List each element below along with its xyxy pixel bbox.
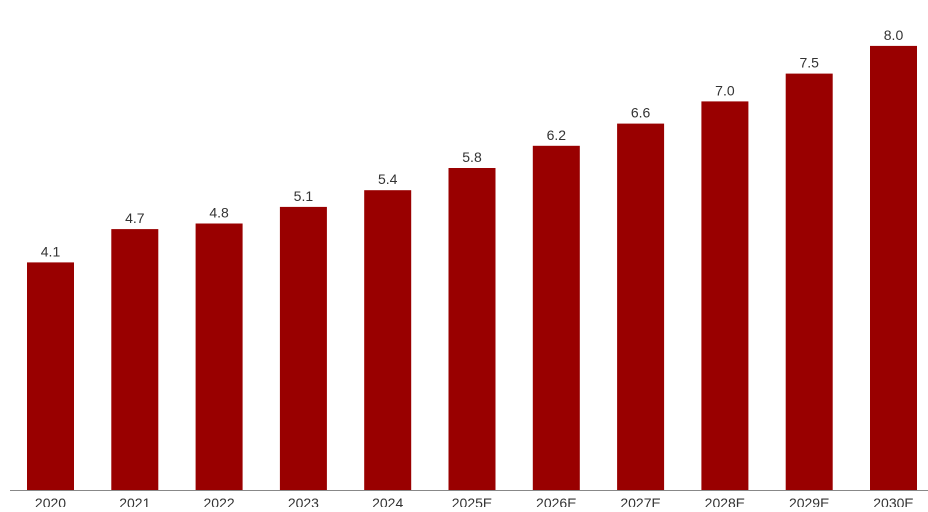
x-tick-label-2030E: 2030E <box>873 495 913 507</box>
bar-2030E <box>870 45 917 491</box>
bar-2026E <box>532 145 580 491</box>
bar-2020 <box>27 262 74 490</box>
bar-2027E <box>617 123 665 490</box>
value-label-2025E: 5.8 <box>462 149 482 165</box>
value-label-2020: 4.1 <box>41 243 61 259</box>
bar-2021 <box>111 229 159 490</box>
x-tick-label-2027E: 2027E <box>620 495 660 507</box>
bar-2025E <box>448 168 496 490</box>
value-label-2021: 4.7 <box>125 210 145 226</box>
bar-2028E <box>701 101 749 491</box>
value-label-2022: 4.8 <box>209 205 229 221</box>
x-tick-label-2024: 2024 <box>372 495 403 507</box>
value-labels-layer: 4.1 4.7 4.8 5.1 5.4 5.8 6.2 6.6 7.0 7.5 8.0 <box>41 27 904 259</box>
x-tick-label-2029E: 2029E <box>789 495 829 507</box>
value-label-2026E: 6.2 <box>547 127 567 143</box>
bars-layer <box>27 45 917 491</box>
x-tick-label-2026E: 2026E <box>536 495 576 507</box>
value-label-2028E: 7.0 <box>715 82 735 98</box>
value-label-2029E: 7.5 <box>799 55 819 71</box>
x-tick-label-2020: 2020 <box>35 495 66 507</box>
x-tick-label-2025E: 2025E <box>452 495 492 507</box>
value-label-2027E: 6.6 <box>631 105 651 121</box>
x-tick-labels: 2020 2021 2022 2023 2024 2025E 2026E 2027E 2028E… <box>35 495 914 511</box>
value-label-2030E: 8.0 <box>884 27 904 43</box>
value-label-2023: 5.1 <box>294 188 314 204</box>
x-tick-label-2028E: 2028E <box>705 495 745 507</box>
bar-2024 <box>364 190 412 490</box>
bar-2022 <box>195 223 243 490</box>
x-tick-label-2023: 2023 <box>288 495 319 507</box>
x-tick-label-2022: 2022 <box>204 495 235 507</box>
bar-2023 <box>279 206 327 490</box>
x-tick-label-2021: 2021 <box>119 495 150 507</box>
bar-2029E <box>785 73 833 490</box>
value-label-2024: 5.4 <box>378 171 398 187</box>
